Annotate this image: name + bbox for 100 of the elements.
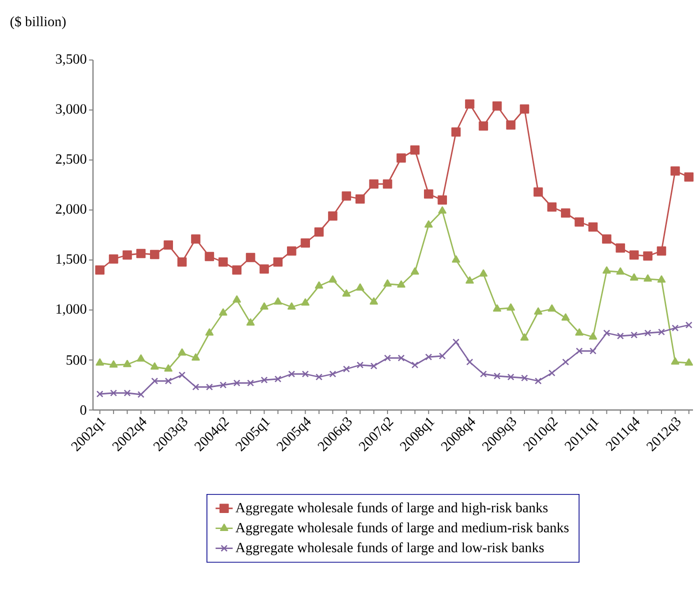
point [588,332,598,340]
point [246,252,256,262]
point [616,332,624,340]
point [151,378,158,384]
point [438,352,446,360]
point [561,313,570,321]
point [370,297,378,305]
y-tick-label: 3,000 [56,104,86,116]
point [384,354,391,362]
point [616,243,626,253]
point [616,267,625,275]
y-tick-label: 3,500 [56,54,86,66]
point [204,252,214,262]
point [382,179,392,189]
point [671,357,680,365]
legend-label: Aggregate wholesale funds of large and high-risk banks [236,502,548,516]
point [219,308,228,316]
point [672,324,679,332]
point [355,194,365,204]
point [560,208,570,218]
point [274,376,282,382]
point [110,390,118,396]
point [136,354,146,362]
y-axis-title: ($ billion) [10,16,66,30]
point [644,274,652,282]
point [316,374,323,380]
point [466,358,474,366]
point [124,390,131,396]
point [109,360,118,368]
point [465,99,474,109]
point [177,257,187,267]
point [548,304,556,312]
point [123,360,132,368]
point [288,302,296,310]
point [342,366,350,372]
point [260,376,268,384]
point [286,246,296,256]
point [685,322,692,328]
point [670,166,680,176]
point [150,250,160,260]
point [273,257,283,267]
point [507,374,514,380]
point [342,191,352,201]
point [95,265,104,275]
point [398,354,405,362]
point [342,289,351,297]
point [302,370,309,378]
point [396,153,406,163]
point [96,358,104,366]
point [644,330,652,336]
point [410,145,420,155]
point [478,121,488,131]
point [314,227,324,237]
point [383,279,392,287]
point [656,246,666,256]
point [328,275,337,283]
point [602,234,612,244]
point [643,251,652,261]
point [425,354,432,360]
point [410,267,420,275]
point [191,234,200,244]
point [534,378,542,384]
point [548,370,556,376]
y-tick-label: 500 [66,355,86,365]
point [506,303,515,311]
point [575,328,584,336]
point [232,265,242,275]
point [329,370,336,378]
point [192,353,200,361]
legend-label: Aggregate wholesale funds of large and medium-risk banks [236,522,569,536]
point [588,222,598,232]
point [274,297,282,305]
point [492,304,502,312]
point [506,120,516,130]
point [370,362,378,370]
point [684,358,694,366]
point [178,372,186,378]
point [397,280,406,288]
point [630,332,638,338]
point [369,179,378,189]
point [260,302,268,310]
point [657,275,666,283]
point [96,390,104,398]
point [521,374,528,382]
legend-label: Aggregate wholesale funds of large and low-risk banks [236,542,544,556]
point [233,380,240,386]
point [411,362,418,368]
point [576,348,583,354]
y-tick-label: 1,500 [56,254,86,266]
point [438,206,446,214]
point [137,391,144,398]
y-tick-label: 2,000 [56,204,86,216]
point [534,187,543,197]
point [260,264,269,274]
point [684,172,694,182]
point [178,348,186,356]
point [438,195,447,205]
point [658,328,665,336]
point [122,250,132,260]
point [452,255,460,263]
